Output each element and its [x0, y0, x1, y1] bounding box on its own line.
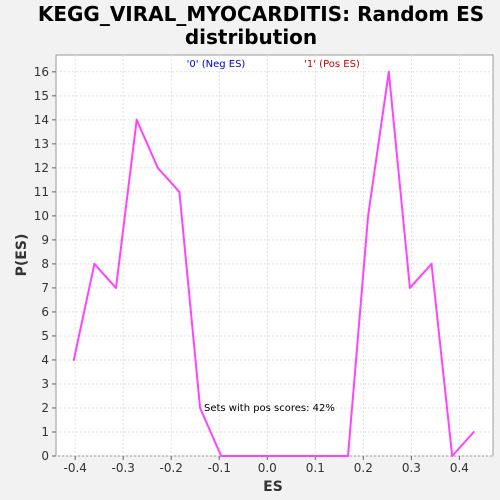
series-point: [72, 358, 75, 361]
y-tick-label: 3: [41, 377, 49, 391]
y-tick-label: 16: [34, 65, 49, 79]
series-point: [115, 286, 118, 289]
series-point: [346, 455, 349, 457]
legend-pos: '1' (Pos ES): [304, 59, 360, 70]
chart-title-line2: distribution: [185, 25, 317, 49]
y-tick-label: 6: [41, 305, 49, 319]
series-point: [220, 455, 223, 457]
y-tick-label: 4: [41, 353, 49, 367]
series-point: [304, 455, 307, 457]
x-axis: -0.4 -0.3 -0.2 -0.1 0.0 0.1 0.2 0.3 0.4: [63, 456, 469, 475]
y-tick-label: 10: [34, 209, 49, 223]
series-layer: [72, 70, 475, 457]
pos-score-annotation: Sets with pos scores: 42%: [204, 403, 335, 414]
chart-title-line1: KEGG_VIRAL_MYOCARDITIS: Random ES: [38, 2, 484, 26]
series-point: [430, 262, 433, 265]
x-tick-label: -0.1: [208, 461, 231, 475]
y-tick-label: 11: [34, 185, 49, 199]
y-tick-label: 7: [41, 281, 49, 295]
y-tick-label: 5: [41, 329, 49, 343]
series-point: [178, 190, 181, 193]
x-tick-label: -0.2: [160, 461, 183, 475]
x-tick-label: -0.3: [112, 461, 135, 475]
series-point: [262, 455, 265, 457]
series-point: [135, 118, 138, 121]
x-tick-label: -0.4: [63, 461, 86, 475]
series-point: [156, 166, 159, 169]
series-point: [283, 455, 286, 457]
y-tick-label: 15: [34, 89, 49, 103]
series-point: [367, 214, 370, 217]
y-tick-label: 12: [34, 161, 49, 175]
y-axis-label: P(ES): [14, 234, 30, 277]
y-tick-label: 14: [34, 113, 49, 127]
x-tick-label: 0.2: [354, 461, 373, 475]
x-tick-label: 0.1: [306, 461, 325, 475]
series-point: [387, 70, 390, 73]
y-tick-label: 0: [41, 449, 49, 463]
y-tick-label: 13: [34, 137, 49, 151]
series-point: [451, 455, 454, 457]
series-point: [199, 406, 202, 409]
series-point: [241, 455, 244, 457]
legend-neg: '0' (Neg ES): [187, 59, 246, 70]
grid: [56, 55, 493, 457]
plot-area: [55, 54, 494, 457]
x-tick-label: 0.4: [450, 461, 469, 475]
series-point: [93, 262, 96, 265]
x-tick-label: 0.3: [402, 461, 421, 475]
y-tick-label: 2: [41, 401, 49, 415]
y-tick-label: 1: [41, 425, 49, 439]
series-point: [408, 286, 411, 289]
y-tick-label: 8: [41, 257, 49, 271]
y-tick-label: 9: [41, 233, 49, 247]
x-axis-label: ES: [263, 479, 283, 495]
series-point: [325, 455, 328, 457]
series-point: [472, 430, 475, 433]
x-tick-label: 0.0: [258, 461, 277, 475]
series-line: [72, 70, 475, 457]
